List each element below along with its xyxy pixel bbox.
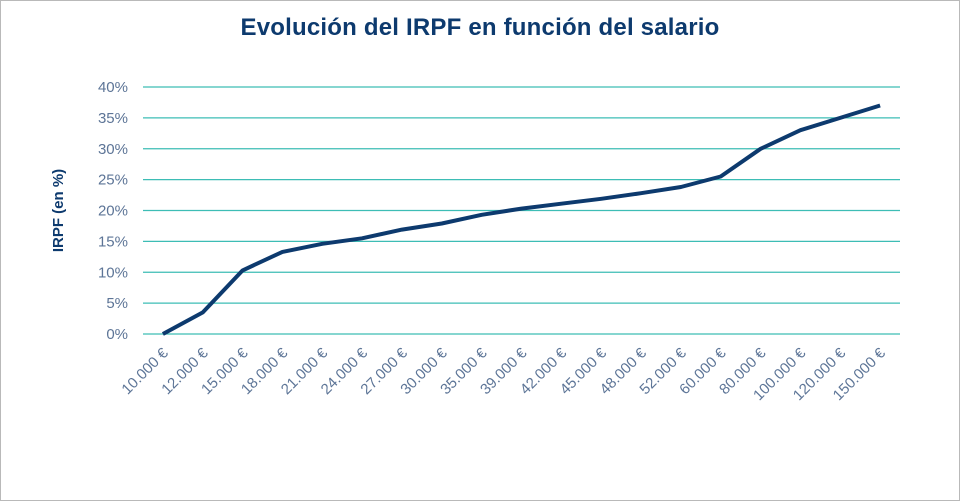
gridlines [143, 86, 900, 335]
series-layer [161, 103, 881, 336]
y-axis-label: IRPF (en %) [50, 169, 67, 252]
x-axis-ticks: 10.000 €12.000 €15.000 €18.000 €21.000 €… [118, 344, 889, 404]
chart-title: Evolución del IRPF en función del salari… [240, 14, 720, 41]
y-tick-label: 40% [98, 79, 128, 96]
series-line [161, 103, 881, 336]
y-tick-label: 15% [98, 233, 128, 250]
y-axis-ticks: 0% 5% 10% 15% 20% 25% 30% 35% 40% [98, 79, 128, 343]
y-tick-label: 10% [98, 264, 128, 281]
y-tick-label: 5% [106, 295, 128, 312]
y-tick-label: 25% [98, 172, 128, 189]
y-tick-label: 30% [98, 141, 128, 158]
y-tick-label: 20% [98, 203, 128, 220]
y-tick-label: 35% [98, 110, 128, 127]
y-tick-label: 0% [106, 326, 128, 343]
